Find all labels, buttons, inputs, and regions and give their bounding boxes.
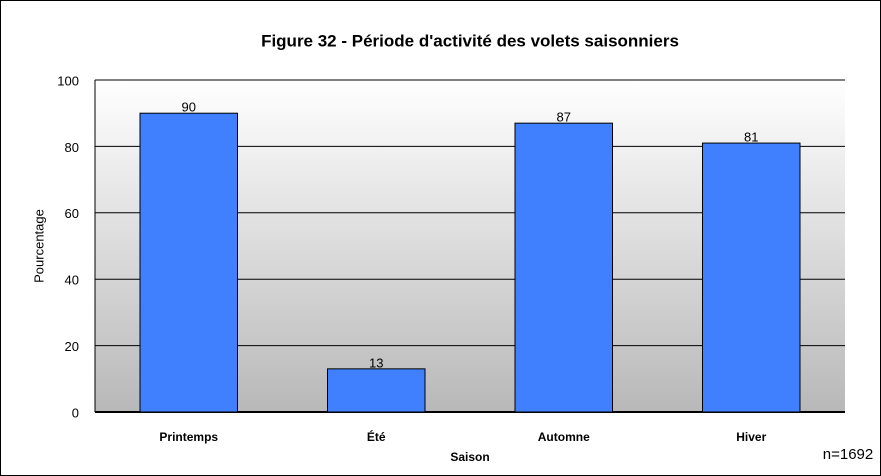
y-tick-label: 20 (65, 339, 79, 354)
data-label: 87 (557, 110, 571, 125)
data-label: 81 (744, 130, 758, 145)
x-tick-label: Printemps (159, 430, 218, 444)
x-axis-label: Saison (450, 450, 489, 464)
x-tick-label: Hiver (736, 430, 766, 444)
bar (514, 122, 613, 413)
data-label: 90 (182, 100, 196, 115)
y-axis-label: Pourcentage (31, 209, 46, 283)
y-tick-label: 40 (65, 273, 79, 288)
note: n=1692 (823, 446, 873, 463)
bar (139, 112, 238, 413)
bar (702, 142, 801, 413)
y-tick-label: 60 (65, 206, 79, 221)
x-tick-label: Été (367, 429, 386, 444)
y-tick-label: 100 (57, 73, 79, 88)
y-tick-label: 80 (65, 140, 79, 155)
bar (327, 368, 426, 413)
y-tick-label: 0 (72, 405, 79, 420)
data-label: 13 (369, 355, 383, 370)
x-tick-label: Automne (538, 430, 590, 444)
chart-title: Figure 32 - Période d'activité des volet… (261, 31, 679, 50)
